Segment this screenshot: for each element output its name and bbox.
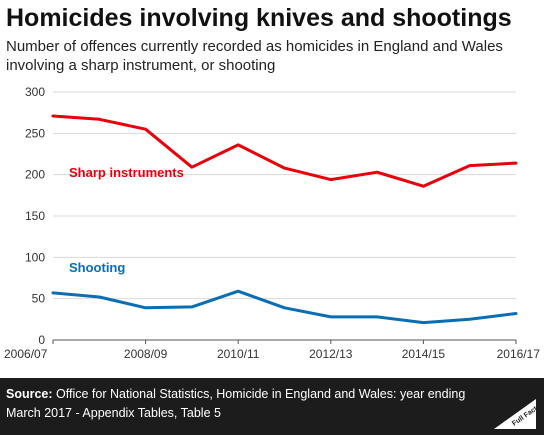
source-text: Office for National Statistics, Homicide…: [6, 387, 466, 420]
source-note: Source: Office for National Statistics, …: [6, 385, 486, 423]
line-chart: 0 50 100 150 200 250 300 2006/07 2008/09 2010/11…: [4, 85, 540, 361]
x-tick-label: 2014/15: [402, 347, 446, 361]
series-line-shooting: [51, 289, 518, 325]
series-label-shooting: Shooting: [69, 260, 125, 275]
y-tick-label: 250: [25, 126, 45, 140]
series-label-sharp-instruments: Sharp instruments: [69, 165, 184, 180]
x-tick-label: 2006/07: [4, 347, 48, 361]
gridlines: [53, 91, 516, 341]
y-tick-label: 200: [25, 168, 45, 182]
x-tick-label: 2010/11: [217, 347, 260, 361]
y-tick-label: 150: [25, 209, 45, 223]
y-tick-label: 300: [25, 85, 45, 99]
x-tick-label: 2016/17: [497, 347, 541, 361]
y-tick-label: 0: [38, 333, 45, 347]
x-axis-tick-labels: 2006/07 2008/09 2010/11 2012/13 2014/15 2016/…: [4, 340, 540, 361]
y-axis-tick-labels: 0 50 100 150 200 250 300: [25, 85, 45, 347]
full-fact-logo: Full Fact: [494, 399, 538, 429]
source-label: Source:: [6, 387, 53, 401]
chart-title: Homicides involving knives and shootings: [6, 4, 512, 32]
y-tick-label: 50: [32, 292, 46, 306]
source-footer: Source: Office for National Statistics, …: [0, 378, 544, 435]
series-line-sharp-instruments: [51, 114, 518, 188]
series-lines: [51, 114, 518, 325]
x-tick-label: 2012/13: [309, 347, 353, 361]
chart-subtitle: Number of offences currently recorded as…: [6, 38, 503, 74]
x-tick-label: 2008/09: [124, 347, 168, 361]
y-tick-label: 100: [25, 250, 45, 264]
